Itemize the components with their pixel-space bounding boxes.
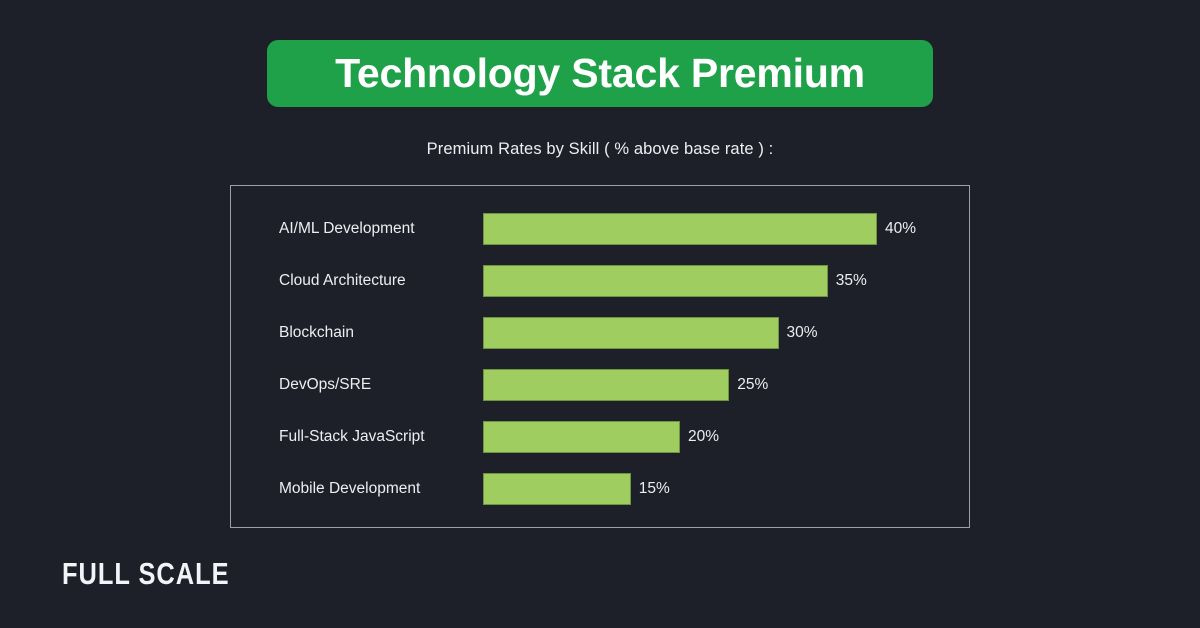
bar-track: 20% bbox=[483, 421, 969, 453]
bar-fill bbox=[483, 421, 680, 453]
bar-category-label: Full-Stack JavaScript bbox=[279, 428, 425, 445]
bar-track: 35% bbox=[483, 265, 969, 297]
bar-category-label: Cloud Architecture bbox=[279, 272, 406, 289]
bar-value-label: 30% bbox=[786, 324, 818, 341]
bar-category-label: Blockchain bbox=[279, 324, 354, 341]
bar-fill bbox=[483, 369, 730, 401]
bar-row: Blockchain 30% bbox=[231, 317, 969, 349]
bar-value-label: 20% bbox=[688, 428, 720, 445]
page-title: Technology Stack Premium bbox=[335, 50, 865, 96]
bar-chart-plot-area: AI/ML Development 40% Cloud Architecture 35… bbox=[231, 186, 969, 527]
bar-track: 40% bbox=[483, 213, 969, 245]
bar-track: 25% bbox=[483, 369, 969, 401]
bar-value-label: 25% bbox=[737, 376, 769, 393]
bar-track: 30% bbox=[483, 317, 969, 349]
bar-value-label: 40% bbox=[885, 220, 917, 237]
bar-value-label: 15% bbox=[638, 480, 670, 497]
bar-row: Full-Stack JavaScript 20% bbox=[231, 421, 969, 453]
bar-row: Cloud Architecture 35% bbox=[231, 265, 969, 297]
full-scale-logo: FULL SCALE bbox=[62, 556, 230, 591]
bar-fill bbox=[483, 473, 631, 505]
chart-panel: AI/ML Development 40% Cloud Architecture 35… bbox=[230, 185, 970, 528]
bar-track: 15% bbox=[483, 473, 969, 505]
bar-fill bbox=[483, 317, 779, 349]
bar-category-label: Mobile Development bbox=[279, 480, 421, 497]
bar-row: Mobile Development 15% bbox=[231, 473, 969, 505]
bar-fill bbox=[483, 213, 877, 245]
chart-subtitle: Premium Rates by Skill ( % above base ra… bbox=[426, 140, 774, 158]
bar-category-label: AI/ML Development bbox=[279, 220, 415, 237]
bar-row: DevOps/SRE 25% bbox=[231, 369, 969, 401]
bar-fill bbox=[483, 265, 828, 297]
bar-value-label: 35% bbox=[835, 272, 867, 289]
bar-row: AI/ML Development 40% bbox=[231, 213, 969, 245]
title-banner: Technology Stack Premium bbox=[267, 40, 933, 107]
bar-category-label: DevOps/SRE bbox=[279, 376, 372, 393]
